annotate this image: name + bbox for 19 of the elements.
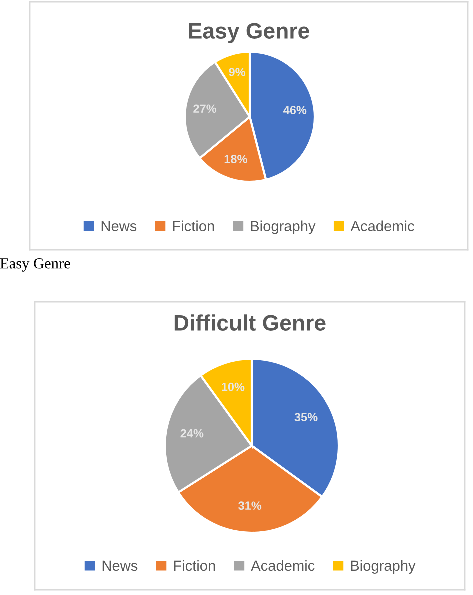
data-label: 31% <box>238 502 262 510</box>
legend-label: Biography <box>351 560 416 574</box>
data-label: 27% <box>194 104 217 114</box>
legend-label: Biography <box>251 220 316 234</box>
data-label: 35% <box>294 413 318 422</box>
legend-label: News <box>102 221 137 232</box>
data-label: 18% <box>224 155 248 164</box>
data-label: 46% <box>284 106 307 114</box>
data-label: 24% <box>180 429 204 438</box>
data-label: 9% <box>229 68 246 76</box>
legend-label: Fiction <box>173 220 214 232</box>
data-label: 10% <box>222 382 245 392</box>
legend-label: Academic <box>350 220 414 232</box>
chart-title: Difficult Genre <box>174 314 326 331</box>
text: Easy Genre <box>0 258 70 272</box>
legend-label: Fiction <box>174 560 216 572</box>
legend-label: News <box>102 560 138 572</box>
legend-label: Academic <box>251 560 315 572</box>
chart-title: Easy Genre <box>189 23 310 44</box>
